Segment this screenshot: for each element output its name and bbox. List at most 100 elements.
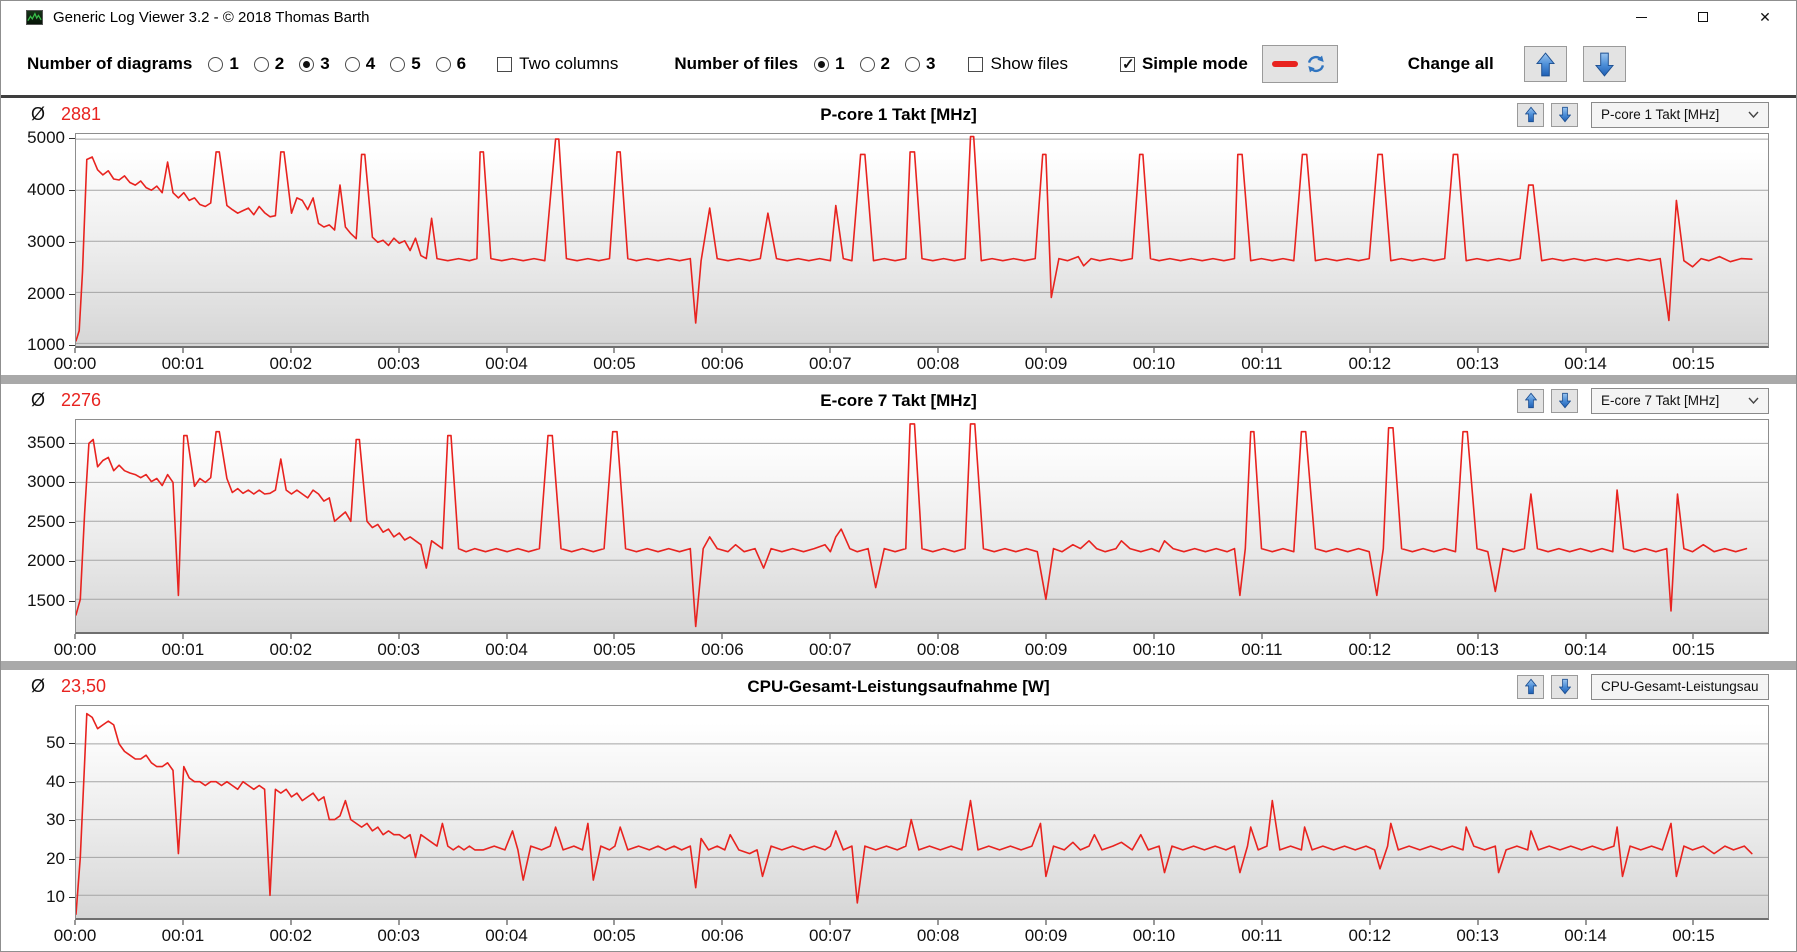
maximize-icon [1698,12,1708,22]
chart-2-header: Ø 2276 E-core 7 Takt [MHz] E-core 7 Takt… [1,384,1796,417]
change-all-up-button[interactable] [1523,46,1567,82]
radio-label: 3 [320,54,330,73]
radio-option-1[interactable]: 1 [814,54,845,74]
radio-option-3[interactable]: 3 [299,54,330,74]
app-logo-icon [26,9,43,25]
two-columns-label: Two columns [519,54,619,73]
radio-circle[interactable] [208,56,224,72]
chart-3-x-axis: 00:00 00:01 00:02 00:03 00:04 00:05 00:06 00:07… [54,920,1769,947]
two-columns-checkbox[interactable]: Two columns [497,54,618,74]
y-tick-label: 20 [46,848,65,868]
average-symbol: Ø [31,676,46,696]
x-tick-label: 00:01 [161,354,205,373]
x-tick-label: 00:06 [701,926,744,945]
radio-option-5[interactable]: 5 [390,54,421,74]
chart-2-signal-dropdown[interactable]: E-core 7 Takt [MHz] [1591,387,1769,414]
x-tick-label: 00:10 [1132,354,1176,373]
x-tick-label: 00:02 [269,354,313,373]
line-style-button[interactable] [1261,45,1338,83]
x-tick-label: 00:15 [1672,926,1715,945]
x-tick-label: 00:01 [161,640,205,659]
x-tick-label: 00:00 [53,926,97,945]
radio-circle[interactable] [435,56,451,72]
x-tick-label: 00:11 [1241,926,1283,945]
y-tick-label: 40 [46,771,65,791]
y-tick-label: 2500 [27,511,65,531]
x-tick-label: 00:13 [1456,926,1499,945]
radio-option-2[interactable]: 2 [253,54,284,74]
average-value: 23,50 [61,676,107,696]
minimize-button[interactable] [1610,1,1672,33]
radio-option-1[interactable]: 1 [208,54,239,74]
average-symbol: Ø [31,390,46,410]
chart-1-move-down-button[interactable] [1551,102,1578,127]
simple-mode-checkbox-box[interactable] [1119,55,1135,73]
y-tick-label: 3000 [27,472,65,492]
x-tick-label: 00:07 [809,640,852,659]
radio-option-3[interactable]: 3 [905,54,935,74]
arrow-up-icon [1524,678,1537,695]
maximize-button[interactable] [1672,1,1734,33]
radio-label: 6 [456,54,467,73]
arrow-up-icon [1535,51,1555,76]
x-tick-label: 00:04 [485,926,528,945]
radio-option-2[interactable]: 2 [859,54,890,74]
x-tick-label: 00:04 [485,640,528,659]
x-tick-label: 00:10 [1132,640,1176,659]
x-tick-label: 00:04 [485,354,528,373]
change-all-down-button[interactable] [1582,46,1626,82]
radio-option-4[interactable]: 4 [344,54,375,74]
y-tick-label: 3000 [27,231,65,251]
window-title: Generic Log Viewer 3.2 - © 2018 Thomas B… [53,8,370,26]
x-tick-label: 00:05 [593,640,636,659]
chart-3-signal-dropdown[interactable]: CPU-Gesamt-Leistungsau [1591,673,1769,700]
chart-3-move-up-button[interactable] [1517,674,1544,699]
x-tick-label: 00:06 [701,640,744,659]
x-tick-label: 00:15 [1672,640,1715,659]
close-button[interactable]: ✕ [1734,1,1796,33]
simple-mode-checkbox[interactable]: Simple mode [1119,54,1248,74]
radio-circle[interactable] [299,56,315,72]
chart-1-move-up-button[interactable] [1517,102,1544,127]
radio-circle[interactable] [390,56,406,72]
radio-label: 5 [411,54,421,73]
x-tick-label: 00:05 [593,354,636,373]
x-tick-label: 00:07 [809,354,852,373]
x-tick-label: 00:12 [1348,640,1392,659]
x-tick-label: 00:03 [377,640,420,659]
panel-splitter[interactable] [1,375,1796,384]
chart-2-move-up-button[interactable] [1517,388,1544,413]
radio-label: 1 [229,54,239,73]
chart-3-move-down-button[interactable] [1551,674,1578,699]
x-tick-label: 00:10 [1132,926,1176,945]
chart-panel-3: Ø 23,50 CPU-Gesamt-Leistungsaufnahme [W]… [1,670,1796,947]
radio-circle[interactable] [905,56,921,72]
chart-1-signal-dropdown[interactable]: P-core 1 Takt [MHz] [1591,101,1769,128]
two-columns-checkbox-box[interactable] [497,56,513,72]
panel-splitter[interactable] [1,661,1796,670]
change-all-label: Change all [1407,54,1494,73]
radio-circle[interactable] [344,56,360,72]
y-tick-label: 1500 [27,590,65,610]
toolbar-divider [1,95,1796,98]
radio-option-6[interactable]: 6 [435,54,467,74]
arrow-down-icon [1558,106,1571,123]
chart-2-move-down-button[interactable] [1551,388,1578,413]
show-files-checkbox-box[interactable] [968,56,984,72]
chart-3-dropdown-value: CPU-Gesamt-Leistungsau [1601,679,1759,694]
show-files-checkbox[interactable]: Show files [968,54,1068,74]
average-value: 2276 [61,390,102,410]
average-symbol: Ø [31,104,46,124]
x-tick-label: 00:02 [269,640,313,659]
radio-circle[interactable] [814,56,830,72]
radio-circle[interactable] [253,56,269,72]
x-tick-label: 00:13 [1456,354,1499,373]
radio-circle[interactable] [859,56,875,72]
x-tick-label: 00:09 [1024,354,1068,373]
chart-3-header: Ø 23,50 CPU-Gesamt-Leistungsaufnahme [W]… [1,670,1796,703]
y-tick-label: 3500 [27,432,65,452]
chart-1-series [76,135,1768,344]
chart-region: Ø 2881 P-core 1 Takt [MHz] P-core 1 Takt… [1,98,1796,951]
y-tick-label: 2000 [27,283,65,303]
chart-1-dropdown-value: P-core 1 Takt [MHz] [1601,107,1720,122]
